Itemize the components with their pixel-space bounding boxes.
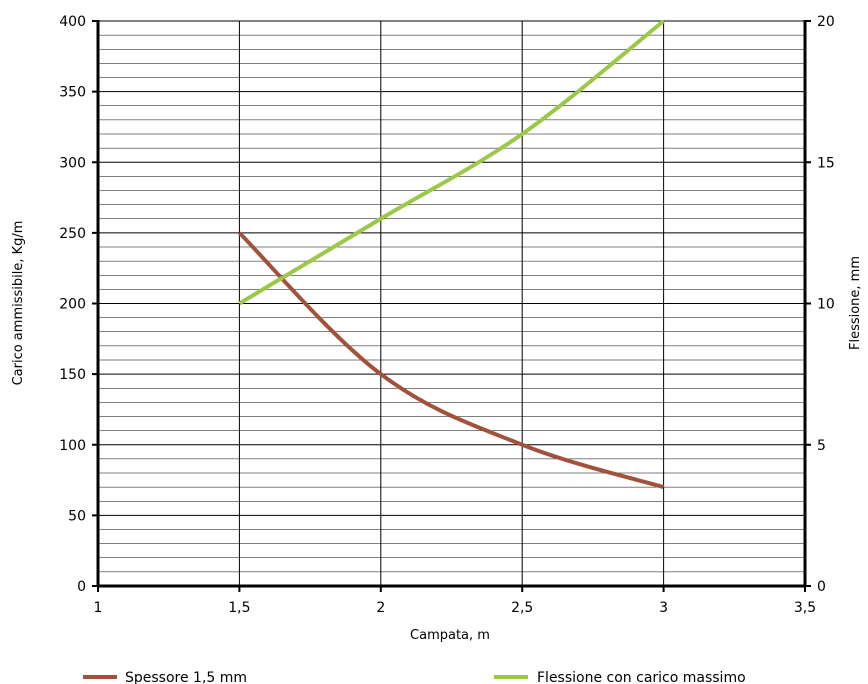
axes [92, 20, 811, 592]
x-tick-label: 2,5 [511, 600, 533, 616]
y2-tick-label: 10 [817, 297, 835, 313]
y-tick-label: 350 [59, 85, 86, 101]
x-tick-label: 3 [659, 600, 668, 616]
legend-label-spessore: Spessore 1,5 mm [125, 670, 247, 684]
x-tick-label: 1 [94, 600, 103, 616]
y-tick-label: 300 [59, 155, 86, 171]
legend: Spessore 1,5 mm Flessione con carico mas… [83, 670, 746, 684]
legend-label-flessione: Flessione con carico massimo [537, 670, 746, 684]
y-tick-label: 150 [59, 367, 86, 383]
minor-gridlines [98, 34, 805, 573]
y2-tick-label: 15 [817, 155, 835, 171]
series-line-spessore [237, 231, 665, 490]
x-tick-label: 2 [376, 600, 385, 616]
y-tick-label: 100 [59, 438, 86, 454]
y2-tick-label: 5 [817, 438, 826, 454]
y-tick-label: 400 [59, 14, 86, 30]
y-tick-label: 200 [59, 297, 86, 313]
y-tick-label: 250 [59, 226, 86, 242]
series-layer [237, 19, 665, 490]
tick-labels: 0 50 100 150 200 250 300 350 400 0 5 10 15 20 1 1,5 2 2,5… [59, 14, 835, 616]
x-axis-title: Campata, m [410, 628, 490, 643]
y-axis-title: Carico ammissibile, Kg/m [11, 221, 26, 386]
series-line-flessione [238, 19, 665, 306]
y2-tick-label: 20 [817, 14, 835, 30]
y-tick-label: 0 [77, 579, 86, 595]
y2-tick-label: 0 [817, 579, 826, 595]
major-gridlines [98, 20, 805, 586]
x-tick-label: 3,5 [794, 600, 816, 616]
y-tick-label: 50 [68, 508, 86, 524]
x-tick-label: 1,5 [228, 600, 250, 616]
y2-axis-title: Flessione, mm [848, 256, 863, 350]
